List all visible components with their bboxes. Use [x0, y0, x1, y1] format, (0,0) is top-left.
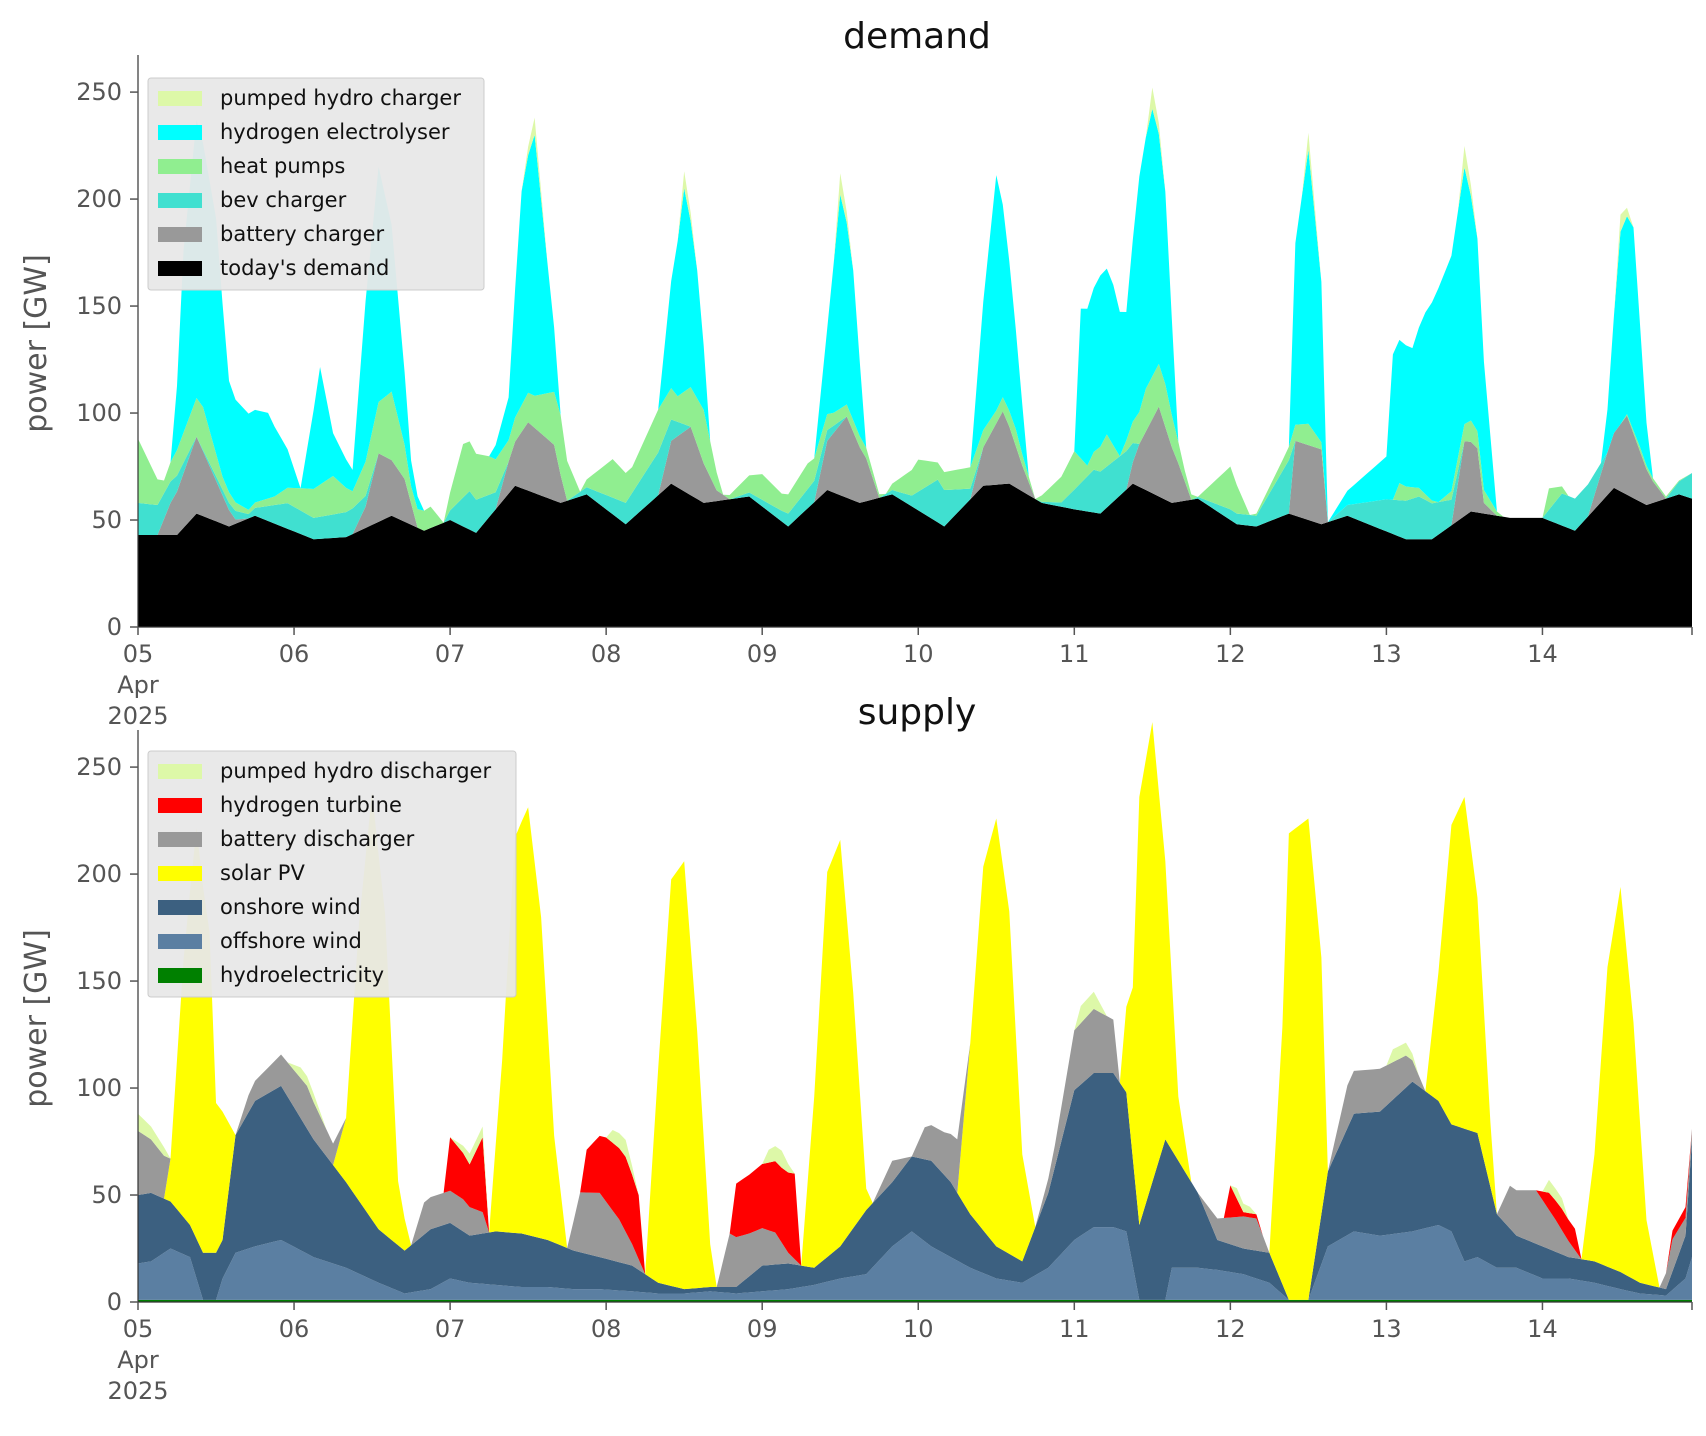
x-tick-label: 13: [1371, 1315, 1402, 1343]
x-tick-label: 07: [435, 1315, 466, 1343]
legend-label-hydrogen-electrolyser: hydrogen electrolyser: [220, 120, 450, 144]
area-series-onshore-wind: [138, 1073, 1692, 1300]
x-tick-sublabel-month: Apr: [117, 1346, 159, 1374]
x-tick-label: 08: [591, 1315, 622, 1343]
x-tick-label: 09: [747, 640, 778, 668]
legend-label-bev-charger: bev charger: [220, 188, 347, 212]
legend-label-today-s-demand: today's demand: [220, 256, 389, 280]
y-tick-label: 0: [107, 613, 122, 641]
legend: pumped hydro charger hydrogen electrolyse…: [147, 77, 485, 291]
y-tick-label: 50: [91, 506, 122, 534]
area-series-solar-pv: [138, 722, 1692, 1300]
legend-swatch-pumped-hydro-discharger: [158, 764, 202, 779]
area-series-hydrogen-electrolyser: [138, 108, 1692, 523]
x-tick-label: 14: [1527, 1315, 1558, 1343]
y-tick-label: 50: [91, 1181, 122, 1209]
x-tick-sublabel-year: 2025: [107, 702, 168, 730]
chart-title: supply: [858, 692, 977, 733]
legend-label-solar-pv: solar PV: [220, 861, 305, 885]
legend-label-pumped-hydro-charger: pumped hydro charger: [220, 86, 461, 110]
legend-label-heat-pumps: heat pumps: [220, 154, 345, 178]
legend-swatch-hydroelectricity: [158, 968, 202, 983]
legend-label-pumped-hydro-discharger: pumped hydro discharger: [220, 759, 491, 783]
legend-swatch-today-s-demand: [158, 261, 202, 276]
chart-panel-demand: 0 50 100 150 200 250 05 Apr 2025 06 07 08 09 10 11 12 13…: [19, 16, 1693, 730]
y-tick-label: 0: [107, 1288, 122, 1316]
legend-label-battery-discharger: battery discharger: [220, 827, 415, 851]
x-tick-sublabel-month: Apr: [117, 671, 159, 699]
legend-swatch-onshore-wind: [158, 900, 202, 915]
x-tick-label: 08: [591, 640, 622, 668]
legend-swatch-pumped-hydro-charger: [158, 91, 202, 106]
legend-swatch-battery-charger: [158, 227, 202, 242]
legend-label-hydroelectricity: hydroelectricity: [220, 963, 384, 987]
y-tick-label: 150: [76, 967, 122, 995]
y-tick-label: 200: [76, 860, 122, 888]
y-tick-label: 100: [76, 1074, 122, 1102]
legend-swatch-hydrogen-electrolyser: [158, 125, 202, 140]
area-series-offshore-wind: [138, 1224, 1692, 1300]
x-tick-label: 12: [1215, 1315, 1246, 1343]
legend-swatch-battery-discharger: [158, 832, 202, 847]
legend-box: [147, 77, 485, 291]
y-tick-label: 150: [76, 292, 122, 320]
chart-panel-supply: 0 50 100 150 200 250 05 Apr 2025 06 07 08 09 10 11 12 13…: [19, 692, 1693, 1405]
y-tick-label: 250: [76, 78, 122, 106]
legend-label-onshore-wind: onshore wind: [220, 895, 361, 919]
legend-label-offshore-wind: offshore wind: [220, 929, 362, 953]
x-tick-label: 09: [747, 1315, 778, 1343]
legend-swatch-hydrogen-turbine: [158, 798, 202, 813]
x-tick-label: 11: [1059, 1315, 1090, 1343]
x-tick-label: 05: [123, 1315, 154, 1343]
x-tick-label: 11: [1059, 640, 1090, 668]
legend: pumped hydro discharger hydrogen turbine b…: [147, 750, 517, 998]
y-tick-label: 250: [76, 753, 122, 781]
y-tick-label: 200: [76, 185, 122, 213]
area-series-battery-charger: [138, 406, 1692, 540]
area-series-battery-discharger: [138, 722, 1692, 1290]
legend-swatch-bev-charger: [158, 193, 202, 208]
x-tick-sublabel-year: 2025: [107, 1377, 168, 1405]
chart-title: demand: [843, 16, 991, 57]
legend-swatch-offshore-wind: [158, 934, 202, 949]
x-tick-label: 06: [279, 640, 310, 668]
legend-label-hydrogen-turbine: hydrogen turbine: [220, 793, 402, 817]
y-tick-label: 100: [76, 399, 122, 427]
legend-swatch-heat-pumps: [158, 159, 202, 174]
legend-box: [147, 750, 517, 998]
y-axis-label: power [GW]: [19, 254, 54, 433]
area-series-bev-charger: [138, 406, 1692, 540]
area-series-heat-pumps: [138, 363, 1692, 531]
x-tick-label: 06: [279, 1315, 310, 1343]
x-tick-label: 10: [903, 1315, 934, 1343]
x-tick-label: 14: [1527, 640, 1558, 668]
x-tick-label: 13: [1371, 640, 1402, 668]
x-tick-label: 12: [1215, 640, 1246, 668]
x-tick-label: 05: [123, 640, 154, 668]
y-axis-label: power [GW]: [19, 929, 54, 1108]
area-series-today-s-demand: [138, 483, 1692, 627]
legend-swatch-solar-pv: [158, 866, 202, 881]
legend-label-battery-charger: battery charger: [220, 222, 385, 246]
x-tick-label: 07: [435, 640, 466, 668]
x-tick-label: 10: [903, 640, 934, 668]
